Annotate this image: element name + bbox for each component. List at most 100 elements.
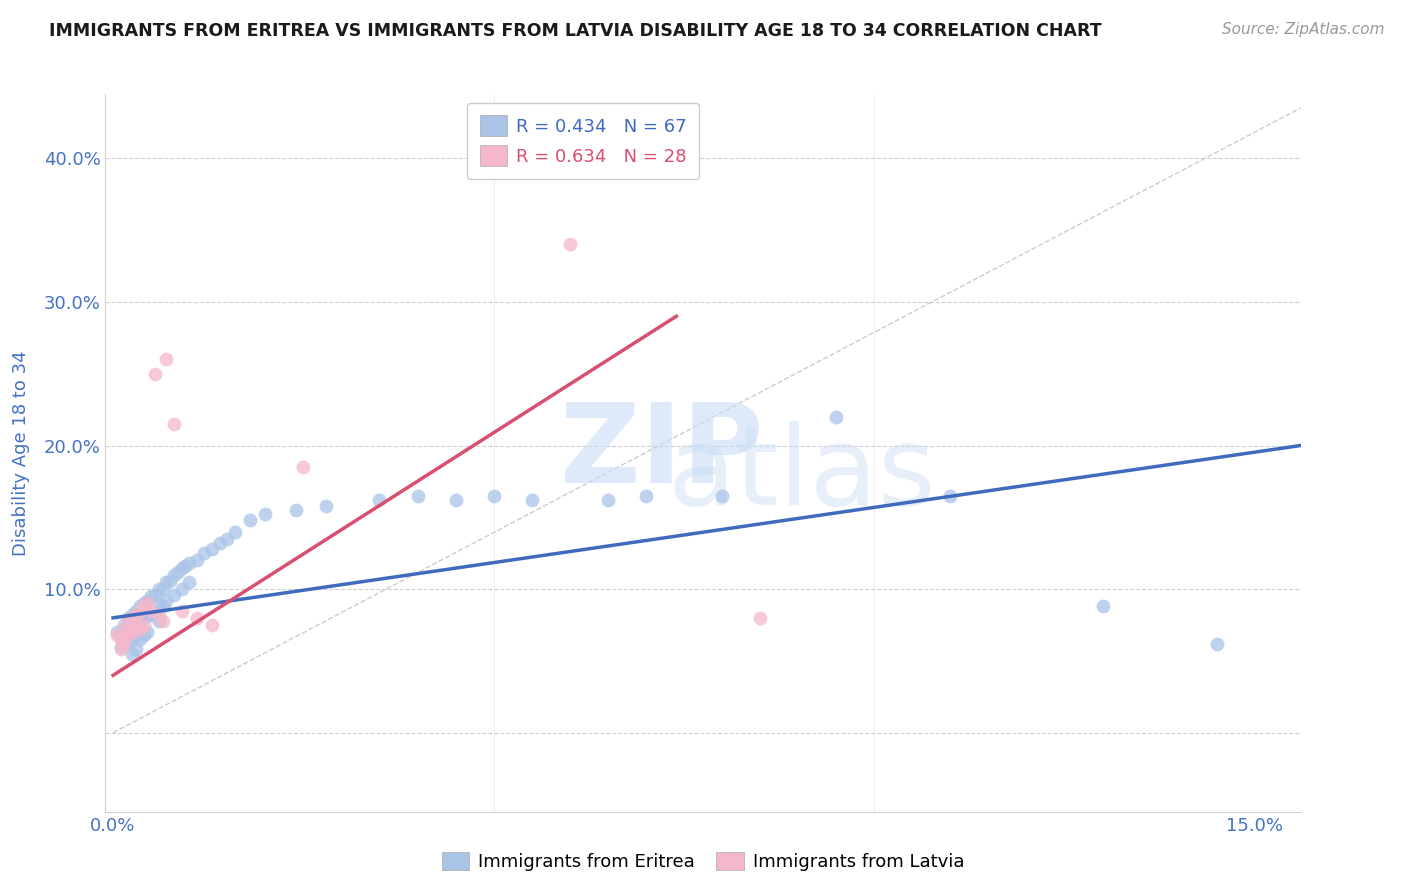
Point xyxy=(558,237,581,252)
Point xyxy=(125,623,148,637)
Point xyxy=(125,614,148,628)
Point xyxy=(117,637,139,651)
Point xyxy=(128,614,150,628)
Point xyxy=(444,493,467,508)
Point xyxy=(163,588,186,602)
Point xyxy=(128,604,150,618)
Legend: Immigrants from Eritrea, Immigrants from Latvia: Immigrants from Eritrea, Immigrants from… xyxy=(434,845,972,879)
Point xyxy=(125,628,148,642)
Point xyxy=(132,628,155,642)
Point xyxy=(128,599,150,614)
Point xyxy=(163,567,186,582)
Point xyxy=(139,604,162,618)
Point xyxy=(170,582,193,596)
Point xyxy=(155,352,177,367)
Point xyxy=(148,597,170,611)
Point xyxy=(224,524,246,539)
Point xyxy=(239,513,262,527)
Point xyxy=(155,593,177,607)
Point xyxy=(105,628,128,642)
Text: atlas: atlas xyxy=(666,421,935,528)
Point xyxy=(114,623,136,637)
Point xyxy=(132,597,155,611)
Point xyxy=(110,640,132,654)
Point xyxy=(125,607,148,622)
Point xyxy=(163,417,186,431)
Point xyxy=(139,590,162,604)
Point xyxy=(939,489,962,503)
Point xyxy=(121,625,143,640)
Point xyxy=(132,611,155,625)
Point xyxy=(596,493,619,508)
Point xyxy=(110,632,132,647)
Point xyxy=(121,632,143,647)
Point xyxy=(193,546,215,560)
Point xyxy=(148,607,170,622)
Point xyxy=(143,605,166,619)
Point xyxy=(139,607,162,622)
Point xyxy=(406,489,429,503)
Point xyxy=(749,611,772,625)
Point xyxy=(179,574,201,589)
Point xyxy=(136,625,159,640)
Point xyxy=(186,553,208,567)
Point xyxy=(125,604,148,618)
Point xyxy=(186,611,208,625)
Point xyxy=(128,632,150,647)
Point xyxy=(152,582,174,596)
Point xyxy=(125,642,148,657)
Point xyxy=(143,588,166,602)
Point xyxy=(152,599,174,614)
Point xyxy=(166,565,188,579)
Point xyxy=(110,628,132,642)
Point xyxy=(148,582,170,596)
Point xyxy=(1091,599,1114,614)
Point xyxy=(217,532,239,546)
Point xyxy=(121,647,143,661)
Point xyxy=(121,618,143,632)
Point xyxy=(174,559,197,574)
Point xyxy=(136,607,159,622)
Point xyxy=(315,499,337,513)
Point xyxy=(121,611,143,625)
Text: IMMIGRANTS FROM ERITREA VS IMMIGRANTS FROM LATVIA DISABILITY AGE 18 TO 34 CORREL: IMMIGRANTS FROM ERITREA VS IMMIGRANTS FR… xyxy=(49,22,1102,40)
Point xyxy=(136,593,159,607)
Point xyxy=(179,556,201,570)
Point xyxy=(110,642,132,657)
Point xyxy=(155,574,177,589)
Point xyxy=(117,611,139,625)
Point xyxy=(121,607,143,622)
Point xyxy=(170,604,193,618)
Point xyxy=(132,618,155,632)
Point xyxy=(254,508,277,522)
Point xyxy=(825,409,848,424)
Point xyxy=(148,614,170,628)
Point xyxy=(117,623,139,637)
Legend: R = 0.434   N = 67, R = 0.634   N = 28: R = 0.434 N = 67, R = 0.634 N = 28 xyxy=(467,103,700,178)
Point xyxy=(114,637,136,651)
Point xyxy=(114,632,136,647)
Point xyxy=(482,489,505,503)
Point xyxy=(201,541,224,556)
Point xyxy=(143,367,166,381)
Point xyxy=(368,493,391,508)
Point xyxy=(152,614,174,628)
Point xyxy=(114,618,136,632)
Point xyxy=(292,460,315,475)
Point xyxy=(117,614,139,628)
Point xyxy=(1205,637,1227,651)
Point xyxy=(208,536,231,550)
Point xyxy=(159,574,181,588)
Point xyxy=(634,489,657,503)
Text: Source: ZipAtlas.com: Source: ZipAtlas.com xyxy=(1222,22,1385,37)
Point xyxy=(132,599,155,614)
Point xyxy=(711,489,734,503)
Point xyxy=(520,493,543,508)
Point xyxy=(284,503,307,517)
Y-axis label: Disability Age 18 to 34: Disability Age 18 to 34 xyxy=(11,350,30,556)
Point xyxy=(128,623,150,637)
Point xyxy=(117,628,139,642)
Point xyxy=(105,625,128,640)
Point xyxy=(170,560,193,574)
Text: ZIP: ZIP xyxy=(560,400,763,506)
